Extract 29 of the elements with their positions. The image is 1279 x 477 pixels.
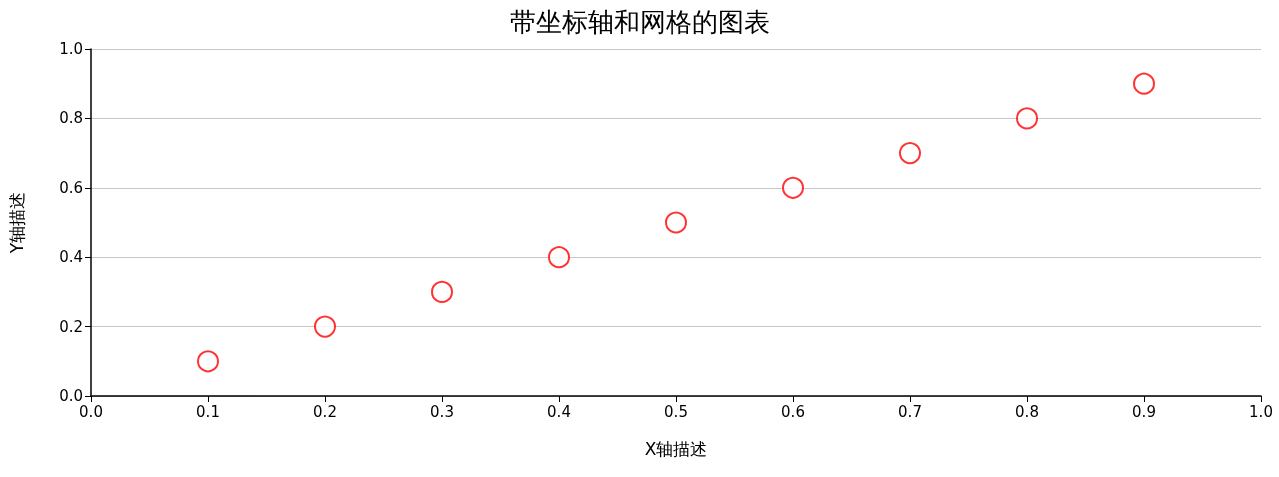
- x-tick-label: 0.5: [664, 402, 688, 421]
- point: [1016, 107, 1038, 130]
- x-tick-label: 0.3: [430, 402, 454, 421]
- x-tick-label: 0.8: [1015, 402, 1039, 421]
- point: [197, 350, 219, 373]
- x-tick-label: 0.2: [313, 402, 337, 421]
- x-tick-label: 0.9: [1132, 402, 1156, 421]
- x-axis-title: X轴描述: [644, 438, 708, 459]
- point: [1133, 72, 1155, 95]
- y-tick-label: 0.6: [59, 178, 83, 197]
- point: [431, 280, 453, 303]
- x-tick-label: 0.7: [898, 402, 922, 421]
- point: [782, 176, 804, 199]
- y-axis-title: Y轴描述: [6, 191, 27, 255]
- y-tick-label: 0.2: [59, 317, 83, 336]
- point: [314, 315, 336, 338]
- y-tick-label: 1.0: [59, 40, 83, 58]
- chart-title: 带坐标轴和网格的图表: [509, 7, 770, 37]
- x-tick-label: 0.0: [79, 402, 103, 421]
- x-tick-label: 0.1: [196, 402, 220, 421]
- x-tick-label: 1.0: [1249, 402, 1273, 421]
- y-tick-label: 0.4: [59, 248, 83, 267]
- point: [665, 211, 687, 234]
- point: [899, 142, 921, 165]
- y-tick-label: 0.0: [59, 387, 83, 405]
- point: [548, 246, 570, 269]
- x-tick-label: 0.6: [781, 402, 805, 421]
- x-tick-label: 0.4: [547, 402, 571, 421]
- y-tick-label: 0.8: [59, 109, 83, 128]
